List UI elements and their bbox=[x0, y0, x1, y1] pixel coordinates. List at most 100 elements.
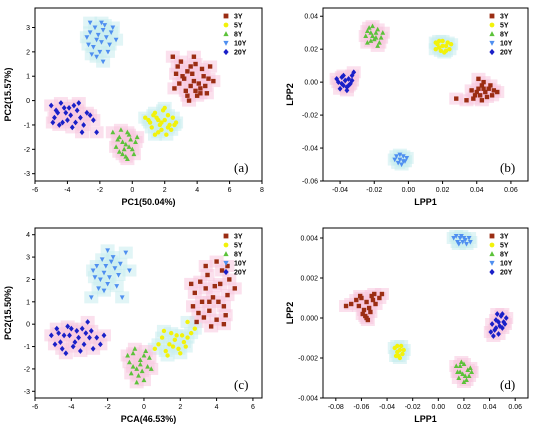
data-point-10y bbox=[451, 236, 457, 241]
panel-label: (d) bbox=[500, 377, 515, 392]
legend: 3Y 5Y 8Y 10Y 20Y bbox=[489, 234, 513, 277]
y-tick-label: 0.000 bbox=[300, 316, 318, 323]
data-point-10y bbox=[95, 32, 101, 38]
x-tick-label: 6 bbox=[228, 187, 232, 194]
data-point-20y bbox=[55, 109, 61, 116]
data-point-8y bbox=[116, 149, 122, 154]
data-point-5y bbox=[173, 120, 179, 125]
data-point-10y bbox=[100, 27, 106, 33]
data-point-20y bbox=[60, 119, 65, 126]
y-tick-label: -0.04 bbox=[302, 146, 318, 153]
data-point-8y bbox=[126, 144, 132, 149]
y-tick-label: 2 bbox=[26, 49, 30, 56]
data-point-5y bbox=[176, 346, 181, 351]
data-point-10y bbox=[460, 240, 466, 245]
data-point-8y bbox=[141, 352, 147, 358]
legend-marker bbox=[489, 242, 495, 248]
data-point-10y bbox=[461, 236, 467, 241]
data-point-3y bbox=[191, 78, 197, 84]
data-point-10y bbox=[397, 157, 403, 163]
data-point-10y bbox=[466, 236, 472, 241]
x-tick-label: 4 bbox=[195, 187, 199, 194]
data-point-8y bbox=[137, 357, 143, 362]
plot-frame bbox=[322, 227, 529, 399]
y-tick-label: -0.002 bbox=[298, 356, 318, 363]
x-tick-label: -4 bbox=[68, 404, 74, 411]
data-point-10y bbox=[456, 242, 462, 247]
data-point-20y bbox=[497, 323, 503, 329]
data-point-8y bbox=[136, 372, 141, 378]
data-point-8y bbox=[121, 146, 127, 152]
y-tick-label: -3 bbox=[24, 171, 30, 178]
data-point-3y bbox=[196, 81, 201, 86]
legend-marker bbox=[223, 242, 229, 248]
data-point-5y bbox=[152, 346, 158, 351]
data-point-20y bbox=[68, 325, 74, 332]
data-point-3y bbox=[214, 317, 219, 322]
data-point-10y bbox=[453, 234, 459, 239]
data-point-20y bbox=[58, 339, 63, 345]
plot-frame bbox=[34, 7, 263, 182]
points-layer bbox=[48, 248, 237, 385]
data-point-20y bbox=[76, 100, 82, 106]
x-tick-label: 8 bbox=[260, 187, 264, 194]
data-point-20y bbox=[77, 348, 83, 354]
data-point-5y bbox=[147, 120, 153, 125]
data-point-8y bbox=[115, 136, 121, 142]
data-point-3y bbox=[354, 297, 359, 303]
data-point-8y bbox=[130, 350, 136, 356]
data-point-8y bbox=[457, 363, 463, 368]
data-point-5y bbox=[165, 353, 170, 358]
points-layer bbox=[334, 23, 500, 168]
data-point-8y bbox=[455, 369, 460, 374]
data-point-20y bbox=[63, 109, 69, 116]
data-point-3y bbox=[225, 292, 230, 298]
x-tick-label: 0 bbox=[130, 187, 134, 194]
data-point-20y bbox=[339, 80, 345, 87]
y-tick-label: 0.002 bbox=[300, 276, 318, 283]
data-point-20y bbox=[85, 319, 91, 325]
legend-marker bbox=[489, 260, 495, 266]
data-point-8y bbox=[139, 368, 145, 374]
data-point-10y bbox=[123, 250, 129, 256]
data-point-3y bbox=[219, 268, 225, 273]
legend-marker bbox=[489, 13, 495, 19]
data-point-8y bbox=[113, 144, 119, 149]
data-point-8y bbox=[134, 379, 140, 385]
data-point-3y bbox=[348, 301, 354, 307]
data-point-8y bbox=[368, 38, 374, 43]
legend: 3Y 5Y 8Y 10Y 20Y bbox=[223, 234, 247, 277]
data-point-8y bbox=[145, 364, 151, 369]
data-point-8y bbox=[125, 352, 131, 358]
data-point-5y bbox=[157, 122, 163, 128]
data-point-10y bbox=[103, 264, 109, 269]
y-tick-label: 0 bbox=[26, 322, 30, 329]
data-point-10y bbox=[100, 59, 106, 65]
data-point-20y bbox=[88, 328, 94, 334]
data-point-10y bbox=[400, 154, 406, 159]
data-point-5y bbox=[185, 319, 190, 325]
data-point-5y bbox=[179, 333, 185, 338]
data-point-3y bbox=[221, 321, 227, 327]
data-point-3y bbox=[175, 64, 180, 69]
x-tick-label: -0.04 bbox=[332, 187, 348, 194]
data-point-20y bbox=[499, 311, 505, 317]
data-point-5y bbox=[151, 113, 156, 118]
data-point-8y bbox=[380, 30, 386, 35]
y-tick-label: 0.00 bbox=[304, 80, 318, 87]
y-tick-label: 3 bbox=[26, 255, 30, 262]
data-point-3y bbox=[471, 96, 476, 101]
data-point-3y bbox=[180, 74, 185, 79]
data-point-3y bbox=[372, 291, 377, 297]
data-point-8y bbox=[129, 146, 135, 152]
data-point-20y bbox=[58, 100, 64, 106]
data-point-20y bbox=[349, 72, 355, 79]
data-point-10y bbox=[89, 52, 95, 57]
data-point-10y bbox=[464, 242, 469, 247]
data-point-20y bbox=[490, 333, 496, 339]
data-point-20y bbox=[349, 77, 355, 84]
data-point-8y bbox=[146, 355, 152, 360]
x-tick-label: 0 bbox=[142, 404, 146, 411]
data-point-20y bbox=[54, 325, 60, 332]
